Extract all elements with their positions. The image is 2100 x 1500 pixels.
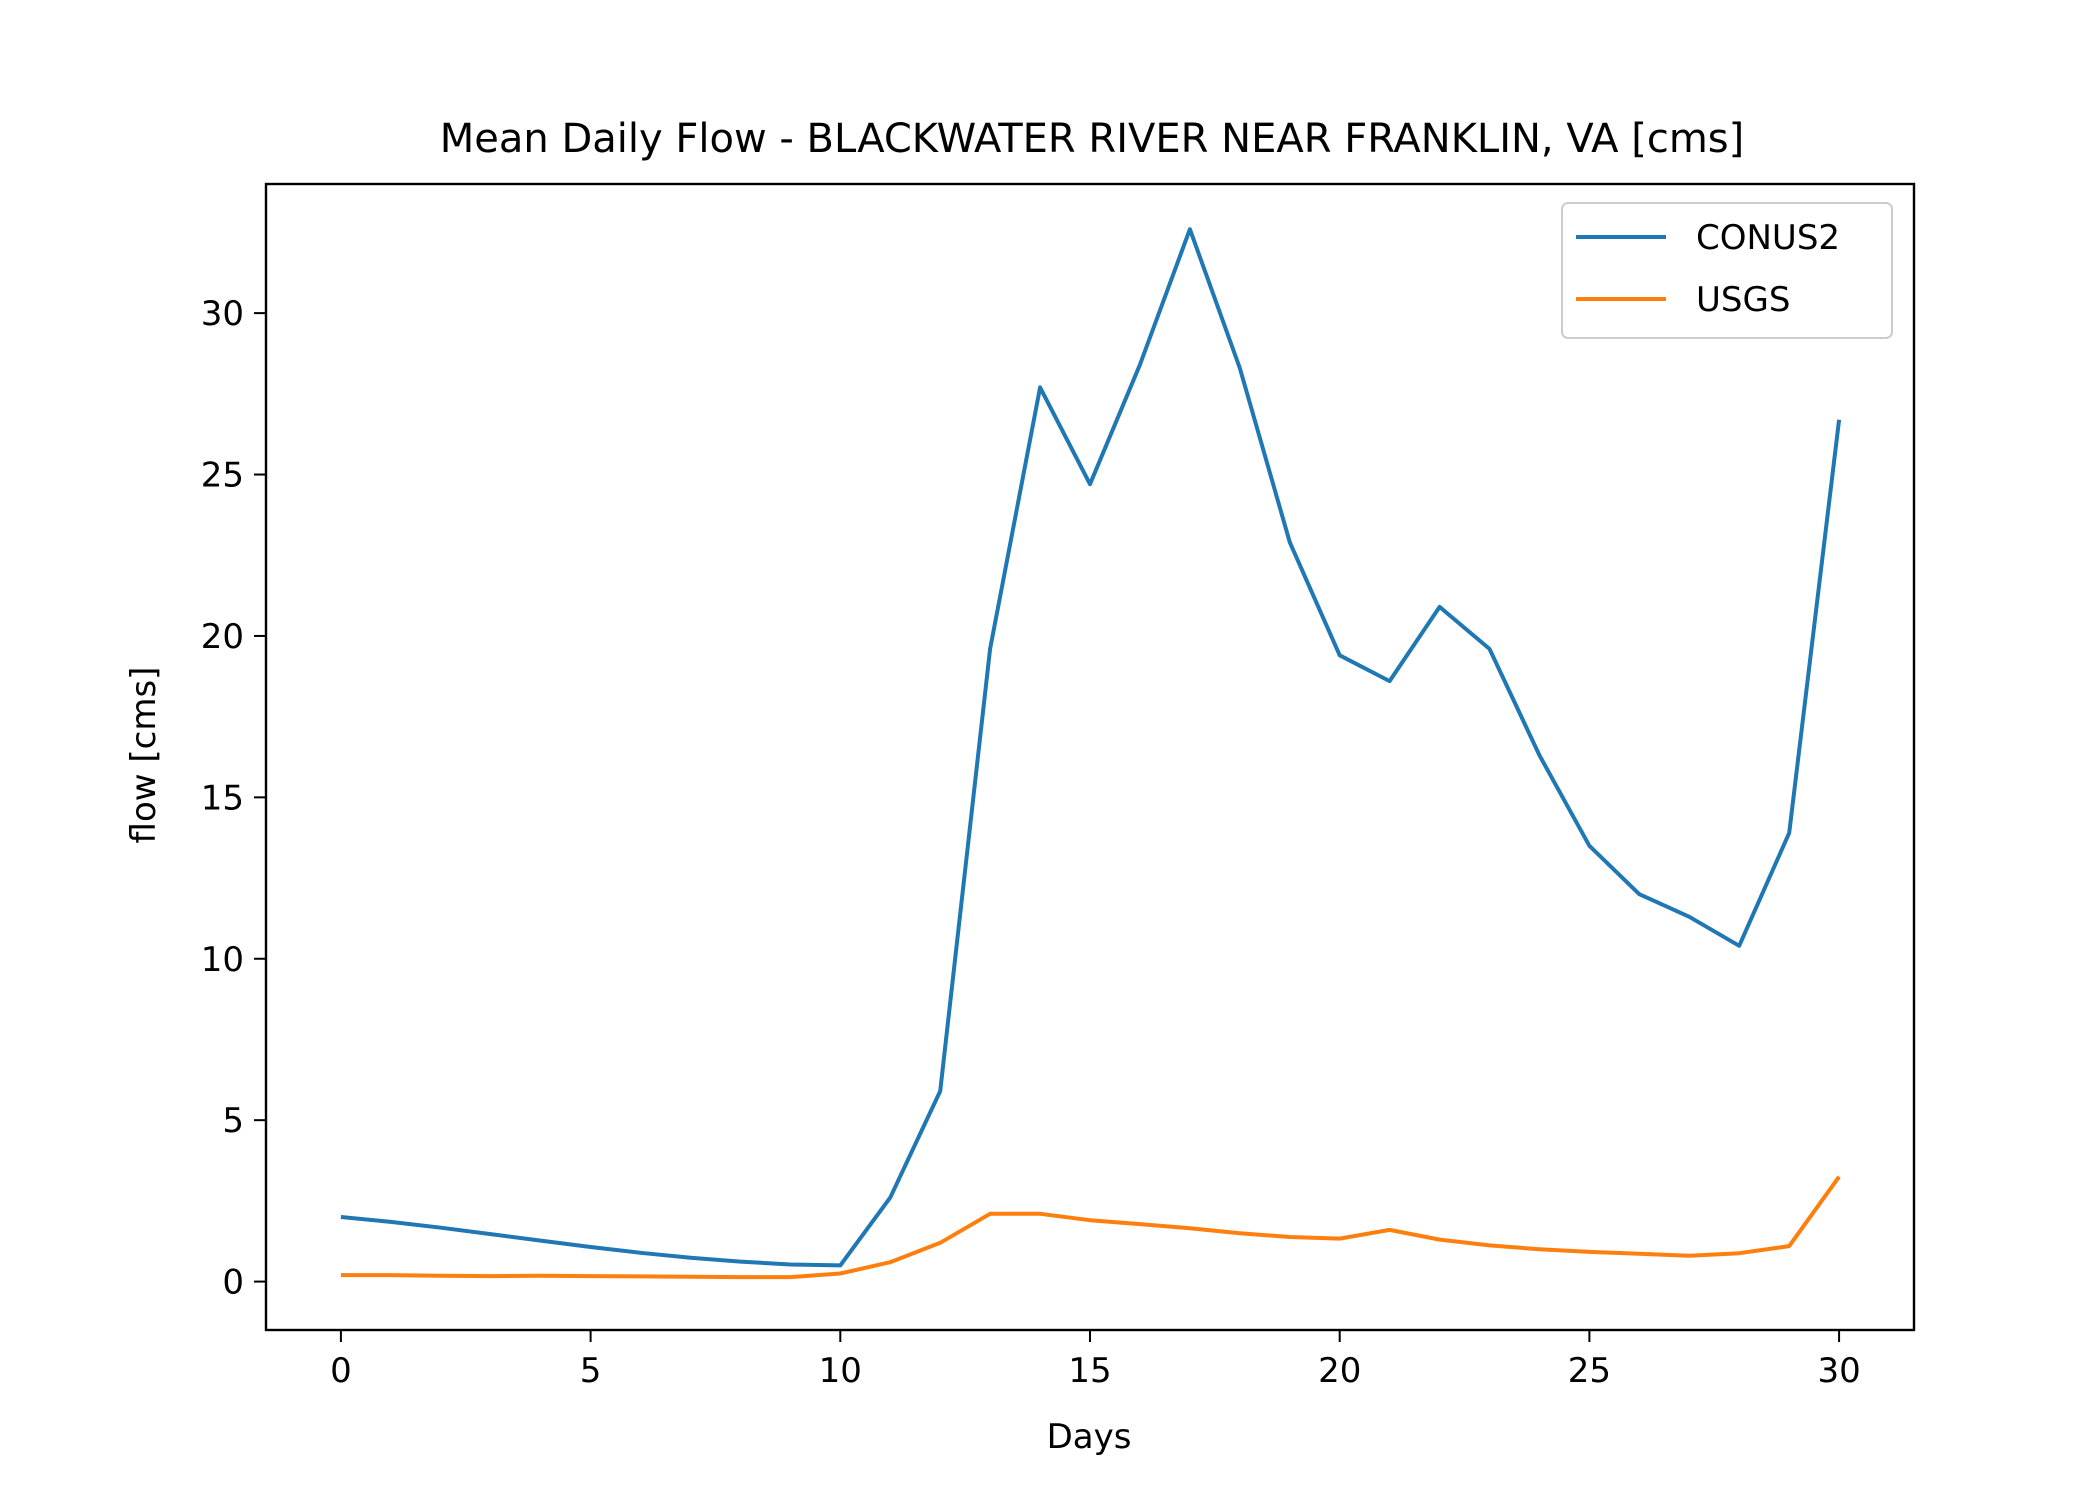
y-tick-label: 10 [201, 940, 244, 980]
plot-area [340, 227, 1842, 1280]
x-tick-label: 10 [819, 1351, 862, 1391]
y-axis-ticks: 0 5 10 15 20 25 30 [201, 294, 266, 1303]
x-tick-label: 30 [1817, 1351, 1860, 1391]
x-tick-label: 25 [1568, 1351, 1611, 1391]
x-axis-ticks: 0 5 10 15 20 25 30 [330, 1330, 1861, 1391]
series-line-usgs [340, 1175, 1841, 1280]
series-line-conus2 [340, 227, 1842, 1268]
chart-title: Mean Daily Flow - BLACKWATER RIVER NEAR … [440, 116, 1745, 162]
x-axis-label: Days [1047, 1417, 1132, 1457]
y-tick-label: 25 [201, 456, 244, 496]
axes-frame [264, 182, 1916, 1332]
y-tick-label: 5 [222, 1101, 244, 1141]
x-tick-label: 5 [580, 1351, 602, 1391]
x-tick-label: 15 [1068, 1351, 1111, 1391]
legend-label-usgs: USGS [1696, 280, 1790, 320]
y-tick-label: 0 [222, 1263, 244, 1303]
x-tick-label: 20 [1318, 1351, 1361, 1391]
y-axis-label: flow [cms] [124, 667, 164, 844]
legend-label-conus2: CONUS2 [1696, 218, 1840, 258]
y-tick-label: 30 [201, 294, 244, 334]
y-tick-label: 20 [201, 617, 244, 657]
x-tick-label: 0 [330, 1351, 352, 1391]
y-tick-label: 15 [201, 778, 244, 818]
legend: CONUS2 USGS [1561, 202, 1893, 339]
